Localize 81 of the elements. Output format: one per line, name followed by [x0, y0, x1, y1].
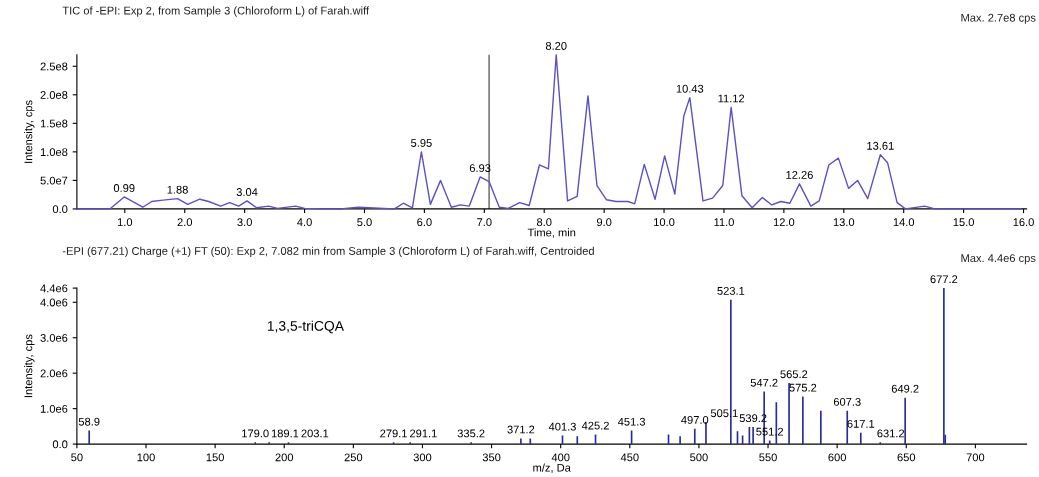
x-tick-label: 5.0: [357, 218, 372, 227]
line-series: [76, 54, 1022, 210]
annotation: 58.9: [78, 417, 100, 426]
x-tick-label: 6.0: [417, 218, 432, 227]
x-tick-label: 700: [966, 453, 985, 462]
annotation: 291.1: [410, 429, 437, 438]
x-tick-label: 250: [344, 453, 363, 462]
y-tick-label: 5.0e7: [40, 176, 68, 185]
annotation: 335.2: [457, 429, 485, 438]
annotation: 203.1: [301, 429, 329, 438]
x-tick-label: 9.0: [596, 218, 612, 227]
x-tick-label: 14.0: [893, 218, 915, 227]
y-tick-label: 0.0: [52, 440, 68, 449]
annotation: 6.93: [469, 164, 491, 172]
x-tick-label: 7.0: [477, 218, 492, 227]
x-tick-label: 600: [828, 453, 846, 462]
y-axis-title: Intensity, cps: [24, 334, 35, 398]
y-tick-label: 2.0e6: [40, 369, 68, 378]
annotation: 497.0: [681, 416, 709, 424]
x-tick-label: 13.0: [833, 218, 855, 227]
x-tick-label: 1.0: [117, 218, 133, 227]
x-tick-label: 11.0: [714, 218, 734, 227]
x-tick-label: 15.0: [953, 218, 974, 227]
y-tick-label: 2.5e8: [40, 62, 68, 71]
x-tick-label: 100: [137, 453, 155, 462]
annotation: 649.2: [891, 384, 919, 393]
text: Max. 4.4e6 cps: [961, 254, 1036, 265]
annotation: 1,3,5-triCQA: [267, 320, 344, 334]
annotation: 12.26: [786, 170, 813, 179]
x-tick-label: 4.0: [297, 218, 312, 227]
y-tick-label: 4.0e6: [40, 298, 68, 307]
annotation: 0.99: [113, 184, 135, 192]
text: Max. 2.7e8 cps: [961, 13, 1036, 24]
annotation: 565.2: [780, 370, 808, 379]
annotation: 10.43: [676, 84, 704, 93]
annotation: 451.3: [617, 417, 646, 426]
x-tick-label: 12.0: [773, 218, 795, 227]
annotation: 371.2: [507, 425, 535, 434]
x-tick-label: 2.0: [177, 218, 193, 227]
annotation: 401.3: [548, 422, 576, 431]
annotation: 189.1: [271, 429, 299, 438]
y-tick-label: 2.0e8: [40, 91, 68, 99]
y-axis-title: Intensity, cps: [24, 100, 35, 163]
x-tick-label: 400: [551, 453, 570, 462]
x-tick-label: 150: [206, 453, 224, 462]
annotation: 677.2: [930, 275, 958, 284]
y-tick-label: 0.0: [52, 205, 68, 214]
y-tick-label: 4.4e6: [40, 284, 68, 293]
x-tick-label: 10.0: [654, 218, 675, 227]
x-tick-label: 500: [690, 453, 708, 462]
x-tick-label: 550: [759, 453, 777, 462]
annotation: 179.0: [242, 429, 269, 438]
annotation: 8.20: [545, 42, 567, 50]
x-tick-label: 16.0: [1013, 218, 1034, 227]
x-tick-label: 3.0: [237, 218, 252, 227]
annotation: 3.04: [236, 188, 258, 196]
y-tick-label: 1.0e8: [40, 148, 68, 156]
y-tick-label: 1.0e6: [40, 404, 68, 413]
annotation: 11.12: [718, 94, 745, 103]
annotation: 547.2: [750, 378, 778, 387]
annotation: 631.2: [877, 429, 905, 438]
y-tick-label: 3.0e6: [40, 334, 68, 342]
x-axis-title: Time, min: [527, 228, 576, 238]
annotation: 5.95: [411, 139, 432, 147]
annotation: 1.88: [167, 185, 188, 194]
chart-title: -EPI (677.21) Charge (+1) FT (50): Exp 2, 7.082 min from Sample 3 (Chloroform L) of Farah.wiff, Centroided: [62, 246, 594, 258]
x-tick-label: 300: [413, 453, 432, 462]
annotation: 13.61: [867, 141, 894, 150]
annotation: 279.1: [380, 429, 407, 438]
annotation: 607.3: [833, 397, 861, 406]
annotation: 425.2: [581, 421, 609, 430]
x-tick-label: 50: [71, 453, 83, 462]
x-tick-label: 650: [897, 453, 916, 462]
x-tick-label: 350: [482, 453, 501, 462]
x-tick-label: 200: [275, 453, 294, 462]
x-tick-label: 450: [620, 453, 639, 462]
x-axis-title: m/z, Da: [533, 463, 571, 473]
x-tick-label: 8.0: [536, 218, 552, 227]
chart-title: TIC of -EPI: Exp 2, from Sample 3 (Chloroform L) of Farah.wiff: [62, 6, 370, 17]
y-tick-label: 1.5e8: [40, 119, 68, 128]
annotation: 523.1: [717, 286, 745, 295]
